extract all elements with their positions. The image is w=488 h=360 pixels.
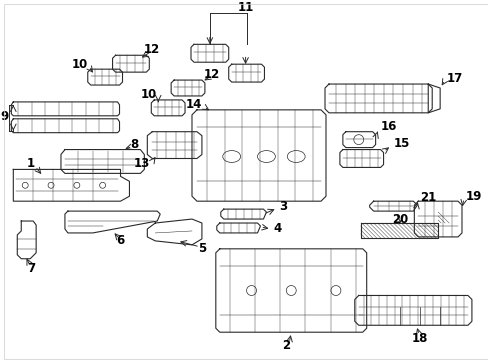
Polygon shape (17, 221, 36, 259)
Polygon shape (369, 201, 416, 211)
Text: 12: 12 (203, 68, 220, 81)
Polygon shape (11, 102, 119, 116)
Polygon shape (413, 201, 461, 237)
Polygon shape (87, 69, 122, 85)
Text: 10: 10 (141, 89, 157, 102)
Text: 16: 16 (380, 120, 396, 133)
Polygon shape (147, 219, 202, 245)
Text: 1: 1 (27, 157, 35, 170)
Polygon shape (191, 44, 228, 62)
Text: 11: 11 (237, 1, 253, 14)
Polygon shape (147, 132, 202, 158)
Text: 14: 14 (185, 98, 202, 111)
Polygon shape (65, 211, 160, 233)
Polygon shape (228, 64, 264, 82)
Text: 2: 2 (282, 339, 290, 352)
Polygon shape (61, 149, 144, 174)
Polygon shape (112, 55, 149, 72)
Polygon shape (171, 80, 204, 96)
Polygon shape (360, 223, 437, 238)
Text: 7: 7 (27, 262, 35, 275)
Text: 3: 3 (279, 200, 287, 213)
Text: 18: 18 (411, 332, 427, 345)
Text: 9: 9 (0, 110, 8, 123)
Polygon shape (215, 249, 366, 332)
Text: 5: 5 (197, 242, 205, 255)
Polygon shape (151, 100, 184, 116)
Text: 19: 19 (465, 190, 481, 203)
Text: 10: 10 (71, 58, 87, 71)
Polygon shape (325, 84, 431, 113)
Text: 13: 13 (134, 157, 150, 170)
Text: 8: 8 (130, 138, 138, 151)
Polygon shape (216, 223, 260, 233)
Polygon shape (427, 84, 439, 113)
Text: 17: 17 (446, 72, 463, 85)
Text: 12: 12 (144, 43, 160, 56)
Polygon shape (339, 149, 383, 167)
Text: 20: 20 (391, 212, 408, 226)
Text: 6: 6 (116, 234, 124, 247)
Polygon shape (11, 119, 119, 133)
Text: 21: 21 (420, 191, 436, 204)
Polygon shape (354, 296, 471, 325)
Polygon shape (342, 132, 375, 148)
Polygon shape (220, 209, 266, 219)
Polygon shape (192, 110, 325, 201)
Text: 15: 15 (393, 137, 409, 150)
Polygon shape (13, 170, 129, 201)
Text: 4: 4 (273, 222, 281, 235)
